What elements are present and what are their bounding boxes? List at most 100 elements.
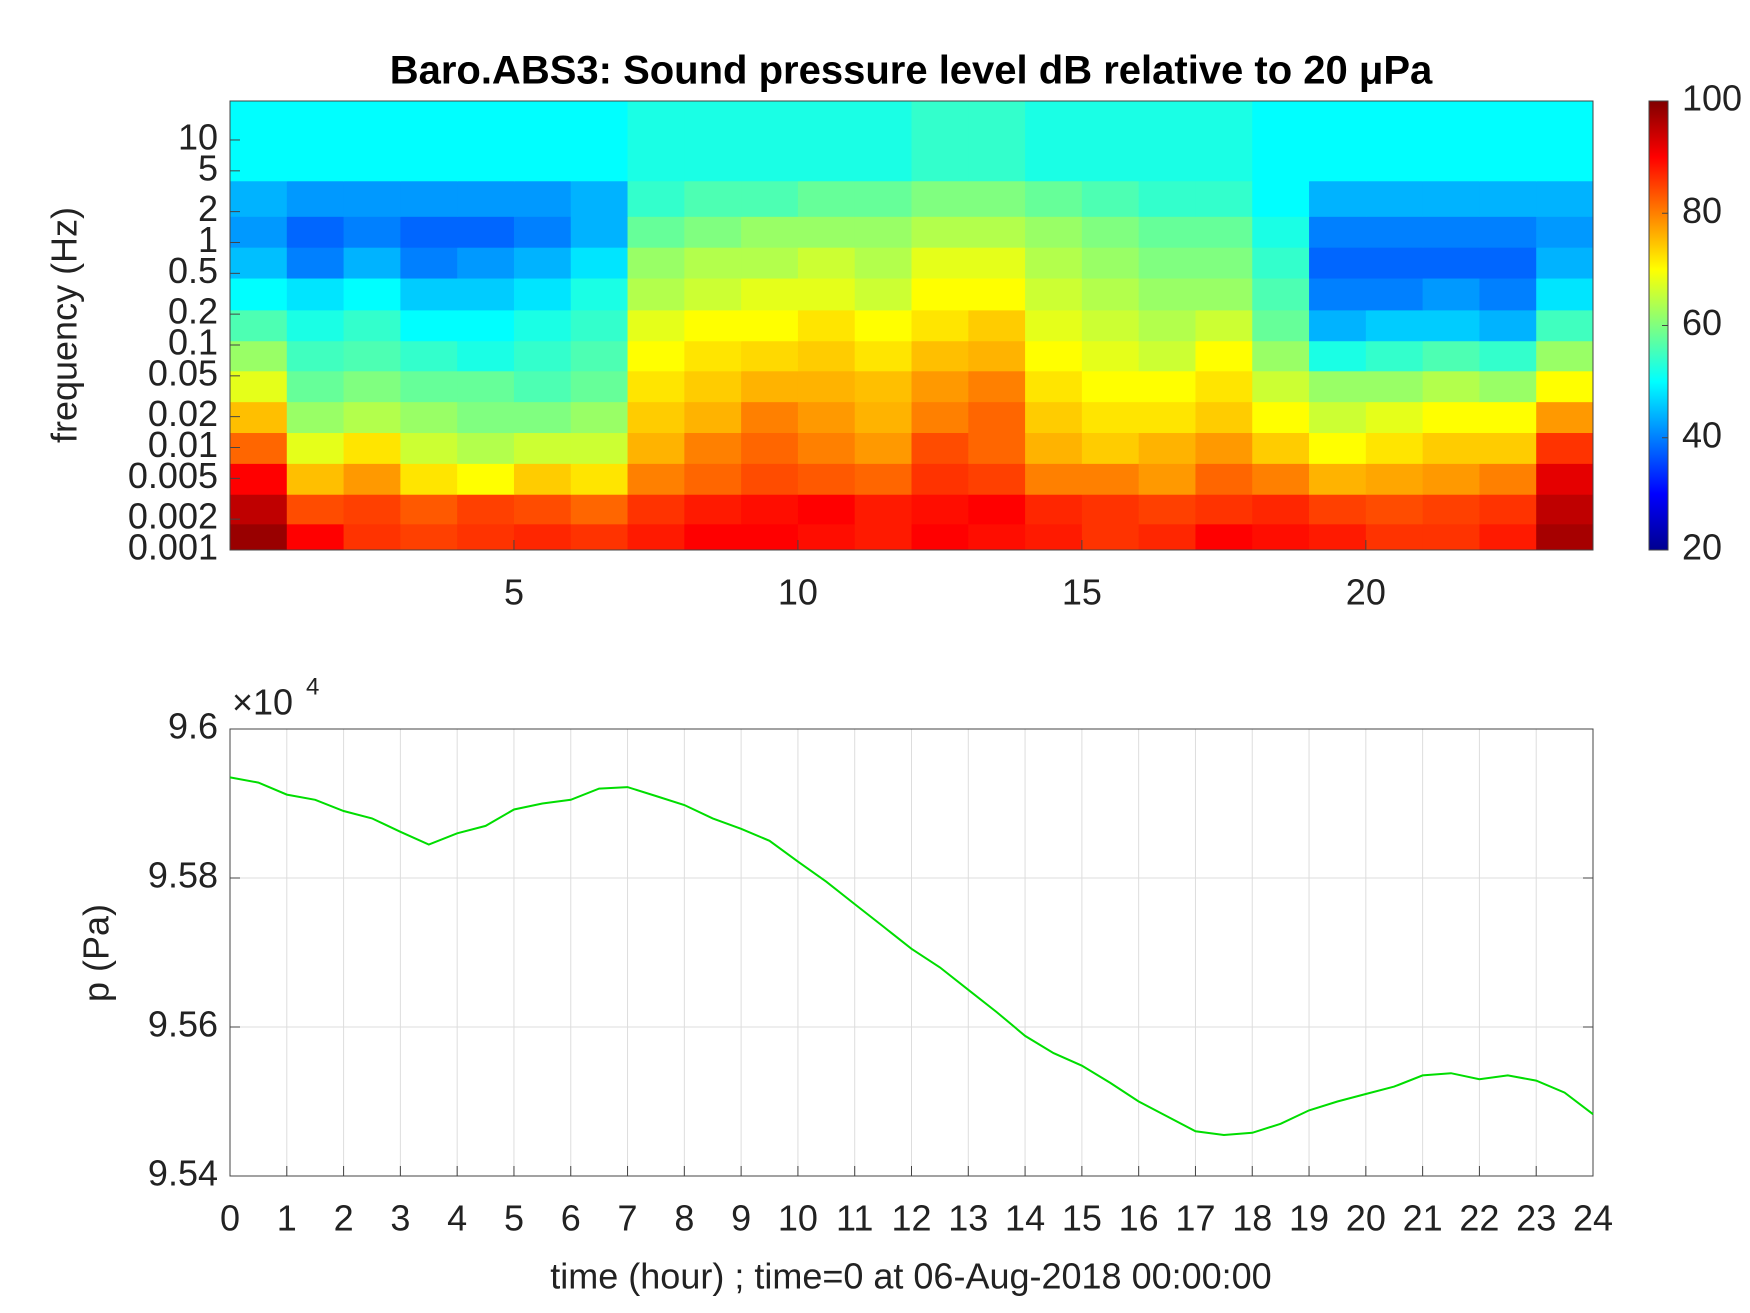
heatmap-cell [1195,401,1253,434]
heatmap-cell [230,309,288,342]
heatmap-cell [513,432,572,464]
y-tick-label: 5 [198,147,218,188]
x-tick-label: 21 [1403,1198,1443,1239]
heatmap-cell [684,340,742,372]
heatmap-cell [286,463,345,495]
heatmap-cell [513,401,572,434]
heatmap-cell [1081,101,1140,182]
heatmap-cell [230,278,288,311]
heatmap-cell [911,340,969,372]
heatmap-cell [1536,180,1594,217]
heatmap-cell [1479,216,1537,248]
heatmap-cell [1422,247,1480,279]
heatmap-cell [513,494,572,525]
heatmap-cell [1081,278,1140,311]
heatmap-cell [286,432,345,464]
heatmap-cell [1025,494,1083,525]
heatmap-cell [1195,494,1253,525]
heatmap-cell [1025,101,1083,182]
line-series [229,776,1594,1137]
heatmap-cell [741,523,799,551]
heatmap-cell [1138,463,1196,495]
heatmap-cell [1138,523,1196,551]
heatmap-cell [457,180,515,217]
heatmap-cell [968,523,1026,551]
x-tick-label: 3 [390,1198,410,1239]
y-tick-label: 0.2 [168,291,218,332]
heatmap-cell [968,216,1026,248]
x-tick-label: 17 [1175,1198,1215,1239]
heatmap-cell [513,309,572,342]
heatmap-cell [1195,523,1253,551]
heatmap-cell [684,401,742,434]
heatmap-cell [400,309,458,342]
heatmap-cell [570,463,629,495]
heatmap-cell [457,432,515,464]
y-tick-label: 0.001 [128,527,218,568]
heatmap-cell [1025,340,1083,372]
heatmap-cell [400,370,458,403]
heatmap-cell [1195,278,1253,311]
heatmap-cell [1195,101,1253,182]
heatmap-cell [1309,523,1367,551]
y-axis-label: frequency (Hz) [44,207,85,443]
heatmap-cell [1252,278,1310,311]
heatmap-cell [1252,401,1310,434]
heatmap-cell [1195,247,1253,279]
heatmap-cell [1138,309,1196,342]
heatmap-cell [797,340,856,372]
heatmap-cell [627,432,685,464]
heatmap-cell [1536,463,1594,495]
heatmap-cell [1138,278,1196,311]
heatmap-cell [1309,247,1367,279]
heatmap-cell [1138,401,1196,434]
heatmap-cell [1479,494,1537,525]
heatmap-cell [1422,216,1480,248]
heatmap-cell [1252,432,1310,464]
heatmap-cell [911,401,969,434]
y-tick-label: 9.6 [168,706,218,747]
x-tick-label: 24 [1573,1198,1613,1239]
heatmap-cell [570,432,629,464]
heatmap-cell [741,401,799,434]
y-tick-label: 0.002 [128,496,218,537]
heatmap-cell [457,340,515,372]
heatmap-cell [1479,101,1537,182]
heatmap-cell [911,180,969,217]
y-tick-label: 1 [198,219,218,260]
heatmap-cell [570,101,629,182]
heatmap-cell [911,278,969,311]
heatmap-cell [854,523,912,551]
heatmap-cell [1309,216,1367,248]
heatmap-cell [1422,309,1480,342]
heatmap-cell [1252,247,1310,279]
heatmap-cell [230,494,288,525]
colorbar-tick-label: 40 [1682,414,1722,455]
heatmap-cell [570,340,629,372]
heatmap-cell [286,401,345,434]
heatmap-cell [457,494,515,525]
heatmap-cell [627,340,685,372]
heatmap-cell [343,523,401,551]
heatmap-cell [741,278,799,311]
heatmap-cell [684,247,742,279]
heatmap-cell [968,432,1026,464]
heatmap-cell [627,278,685,311]
heatmap-cell [1309,101,1367,182]
heatmap-cell [1252,101,1310,182]
heatmap-cell [343,370,401,403]
heatmap-cell [343,494,401,525]
heatmap-cell [627,216,685,248]
heatmap-cell [457,370,515,403]
heatmap-cell [854,216,912,248]
heatmap-cell [1365,523,1424,551]
heatmap-cell [1195,340,1253,372]
heatmap-cell [343,401,401,434]
heatmap-cell [1025,401,1083,434]
heatmap-cell [1081,216,1140,248]
plot-frame [229,100,1594,551]
heatmap-cell [1025,180,1083,217]
heatmap-cell [911,216,969,248]
heatmap-cell [457,463,515,495]
x-tick-label: 15 [1062,1198,1102,1239]
